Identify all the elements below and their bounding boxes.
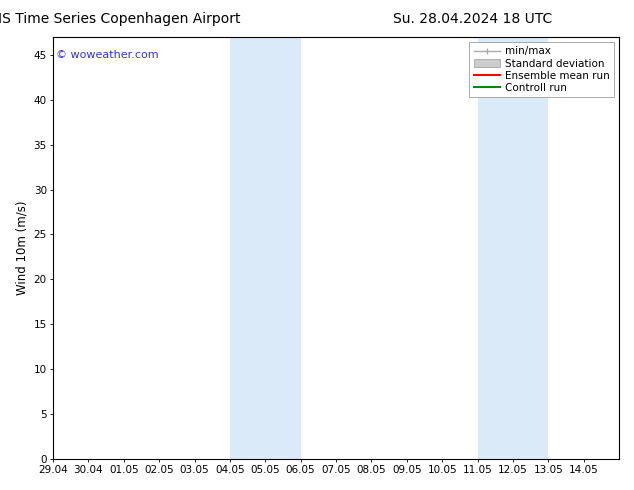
Y-axis label: Wind 10m (m/s): Wind 10m (m/s)	[15, 200, 28, 295]
Bar	[230, 37, 301, 459]
Text: © woweather.com: © woweather.com	[56, 49, 158, 60]
Text: ENS Time Series Copenhagen Airport: ENS Time Series Copenhagen Airport	[0, 12, 241, 26]
Bar	[477, 37, 548, 459]
Legend: min/max, Standard deviation, Ensemble mean run, Controll run: min/max, Standard deviation, Ensemble me…	[469, 42, 614, 97]
Text: Su. 28.04.2024 18 UTC: Su. 28.04.2024 18 UTC	[393, 12, 552, 26]
